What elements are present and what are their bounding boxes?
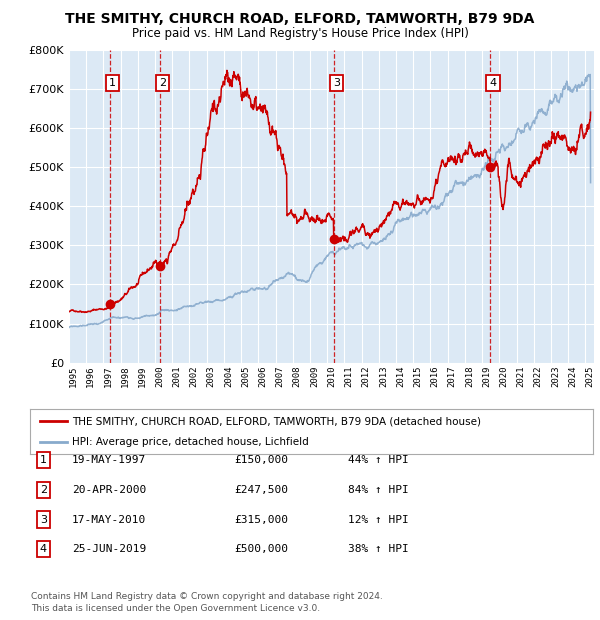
Text: 2021: 2021 [517, 365, 526, 386]
Text: 2015: 2015 [413, 365, 422, 386]
Text: 2017: 2017 [448, 365, 457, 386]
Text: 2: 2 [159, 78, 166, 88]
Text: 2018: 2018 [465, 365, 474, 386]
Text: 2000: 2000 [155, 365, 164, 386]
Text: 2020: 2020 [499, 365, 508, 386]
Text: 2012: 2012 [362, 365, 371, 386]
Text: 2008: 2008 [293, 365, 302, 386]
Text: £315,000: £315,000 [234, 515, 288, 525]
Text: 2003: 2003 [207, 365, 216, 386]
Text: 1996: 1996 [86, 365, 95, 386]
Text: 2022: 2022 [534, 365, 543, 386]
Text: 1: 1 [40, 455, 47, 465]
Text: 2023: 2023 [551, 365, 560, 386]
Text: 2004: 2004 [224, 365, 233, 386]
Text: £150,000: £150,000 [234, 455, 288, 465]
Text: 2013: 2013 [379, 365, 388, 386]
Text: This data is licensed under the Open Government Licence v3.0.: This data is licensed under the Open Gov… [31, 604, 320, 613]
Text: THE SMITHY, CHURCH ROAD, ELFORD, TAMWORTH, B79 9DA (detached house): THE SMITHY, CHURCH ROAD, ELFORD, TAMWORT… [72, 416, 481, 427]
Text: 17-MAY-2010: 17-MAY-2010 [72, 515, 146, 525]
Text: 1: 1 [109, 78, 116, 88]
Text: 1997: 1997 [103, 365, 112, 386]
Text: 2016: 2016 [430, 365, 439, 386]
Text: Price paid vs. HM Land Registry's House Price Index (HPI): Price paid vs. HM Land Registry's House … [131, 27, 469, 40]
Text: THE SMITHY, CHURCH ROAD, ELFORD, TAMWORTH, B79 9DA: THE SMITHY, CHURCH ROAD, ELFORD, TAMWORT… [65, 12, 535, 27]
Text: 2010: 2010 [327, 365, 336, 386]
Text: 20-APR-2000: 20-APR-2000 [72, 485, 146, 495]
Text: £500,000: £500,000 [234, 544, 288, 554]
Text: 25-JUN-2019: 25-JUN-2019 [72, 544, 146, 554]
Text: 2006: 2006 [259, 365, 268, 386]
Text: 84% ↑ HPI: 84% ↑ HPI [348, 485, 409, 495]
Text: Contains HM Land Registry data © Crown copyright and database right 2024.: Contains HM Land Registry data © Crown c… [31, 592, 383, 601]
Text: 44% ↑ HPI: 44% ↑ HPI [348, 455, 409, 465]
Text: 2002: 2002 [190, 365, 199, 386]
Text: 2025: 2025 [586, 365, 595, 386]
Text: 38% ↑ HPI: 38% ↑ HPI [348, 544, 409, 554]
Text: 3: 3 [40, 515, 47, 525]
Text: 12% ↑ HPI: 12% ↑ HPI [348, 515, 409, 525]
Text: HPI: Average price, detached house, Lichfield: HPI: Average price, detached house, Lich… [72, 436, 309, 447]
Text: 2014: 2014 [396, 365, 405, 386]
Text: 1995: 1995 [69, 365, 78, 386]
Text: 2011: 2011 [344, 365, 353, 386]
Text: 4: 4 [490, 78, 497, 88]
Text: 2: 2 [40, 485, 47, 495]
Text: 2024: 2024 [568, 365, 577, 386]
Text: 2009: 2009 [310, 365, 319, 386]
Text: 19-MAY-1997: 19-MAY-1997 [72, 455, 146, 465]
Text: 2001: 2001 [172, 365, 181, 386]
Text: 2005: 2005 [241, 365, 250, 386]
Text: 3: 3 [333, 78, 340, 88]
Text: 4: 4 [40, 544, 47, 554]
Text: 1998: 1998 [121, 365, 130, 386]
Text: £247,500: £247,500 [234, 485, 288, 495]
Text: 2019: 2019 [482, 365, 491, 386]
Text: 2007: 2007 [275, 365, 284, 386]
Text: 1999: 1999 [138, 365, 147, 386]
